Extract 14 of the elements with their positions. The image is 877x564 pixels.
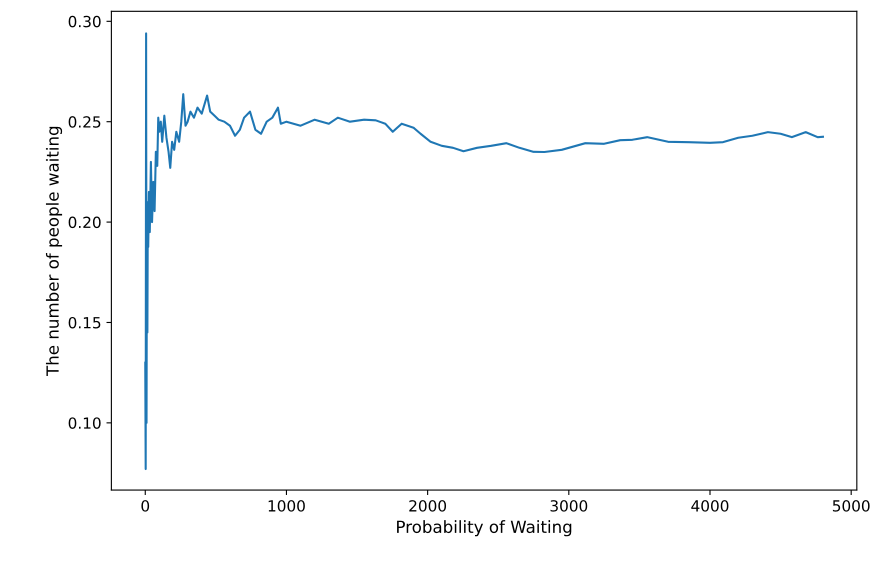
y-tick-label: 0.10 (68, 417, 101, 429)
y-tick-label: 0.15 (68, 316, 100, 328)
y-tick-label: 0.20 (68, 216, 101, 228)
x-tick-label: 0 (141, 500, 150, 512)
x-tick-label: 3000 (550, 500, 588, 512)
x-axis-title: Probability of Waiting (397, 520, 572, 536)
x-tick-label: 4000 (691, 500, 728, 512)
y-tick-label: 0.25 (68, 116, 100, 128)
line-series (144, 32, 824, 470)
x-tick-label: 2000 (409, 500, 446, 512)
y-axis-title: The number of people waiting (46, 126, 62, 376)
y-tick-label: 0.30 (68, 16, 101, 28)
x-tick-label: 1000 (268, 500, 305, 512)
x-tick-label: 5000 (832, 500, 870, 512)
